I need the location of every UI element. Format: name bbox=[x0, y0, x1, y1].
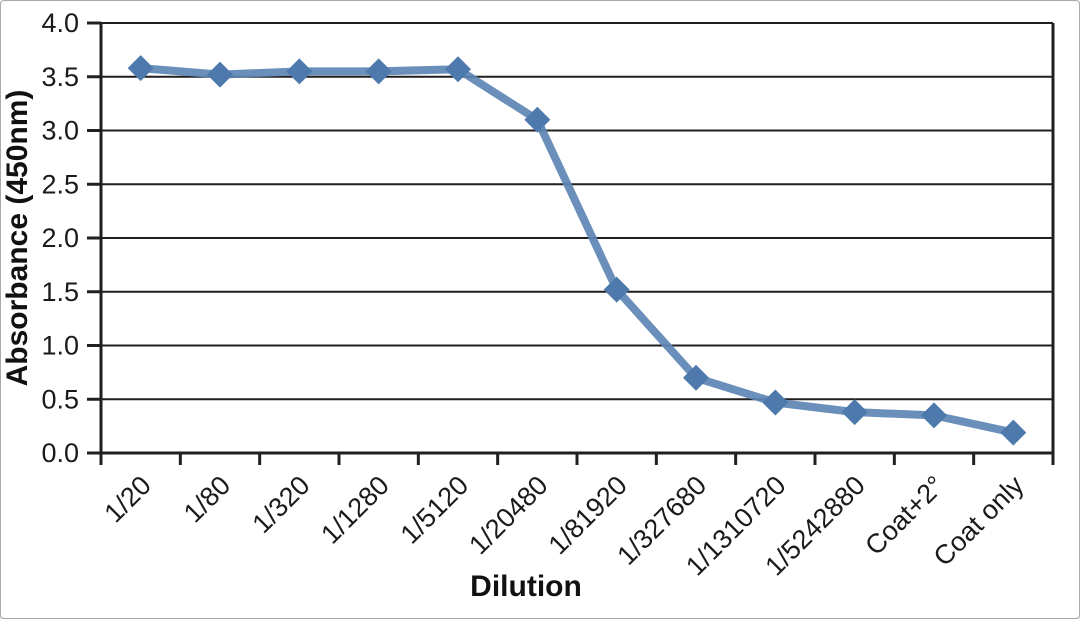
data-point-marker bbox=[445, 56, 471, 83]
x-tick-label: 1/320 bbox=[247, 470, 316, 539]
data-point-marker bbox=[365, 58, 392, 85]
y-tick-label: 0.0 bbox=[41, 438, 79, 468]
x-tick-label: 1/80 bbox=[178, 470, 236, 528]
plot-area: 0.0 0.5 1.0 1.5 2.0 2.5 3.0 3.5 4.0 1/20 1/80 1/320… bbox=[41, 8, 1055, 581]
data-point-marker bbox=[1000, 419, 1027, 446]
data-point-marker bbox=[841, 399, 868, 426]
y-tick-label: 3.0 bbox=[41, 116, 79, 146]
y-tick-label: 1.5 bbox=[41, 277, 79, 307]
data-point-marker bbox=[683, 364, 709, 391]
x-axis-title: Dilution bbox=[470, 570, 582, 603]
y-tick-label: 2.5 bbox=[41, 169, 79, 199]
data-point-marker bbox=[524, 106, 551, 133]
data-point-marker bbox=[762, 389, 789, 416]
y-axis-title: Absorbance (450nm) bbox=[1, 90, 34, 387]
x-tick-label: 1/20 bbox=[99, 470, 157, 528]
y-tick-label: 0.5 bbox=[41, 384, 79, 414]
y-tick-label: 3.5 bbox=[41, 62, 79, 92]
x-tick-label: 1/1280 bbox=[315, 470, 395, 550]
y-tick-label: 2.0 bbox=[41, 223, 79, 253]
series-line bbox=[136, 64, 1018, 437]
x-tick-label: 1/20480 bbox=[463, 470, 553, 560]
data-point-marker bbox=[603, 276, 630, 303]
data-point-marker bbox=[286, 58, 313, 85]
data-point-marker bbox=[207, 61, 233, 88]
data-point-marker bbox=[921, 402, 947, 429]
y-tick-label: 1.0 bbox=[41, 331, 79, 361]
x-tick-label: 1/5120 bbox=[395, 470, 475, 550]
y-tick-label: 4.0 bbox=[41, 8, 79, 38]
data-point-marker bbox=[127, 55, 154, 82]
